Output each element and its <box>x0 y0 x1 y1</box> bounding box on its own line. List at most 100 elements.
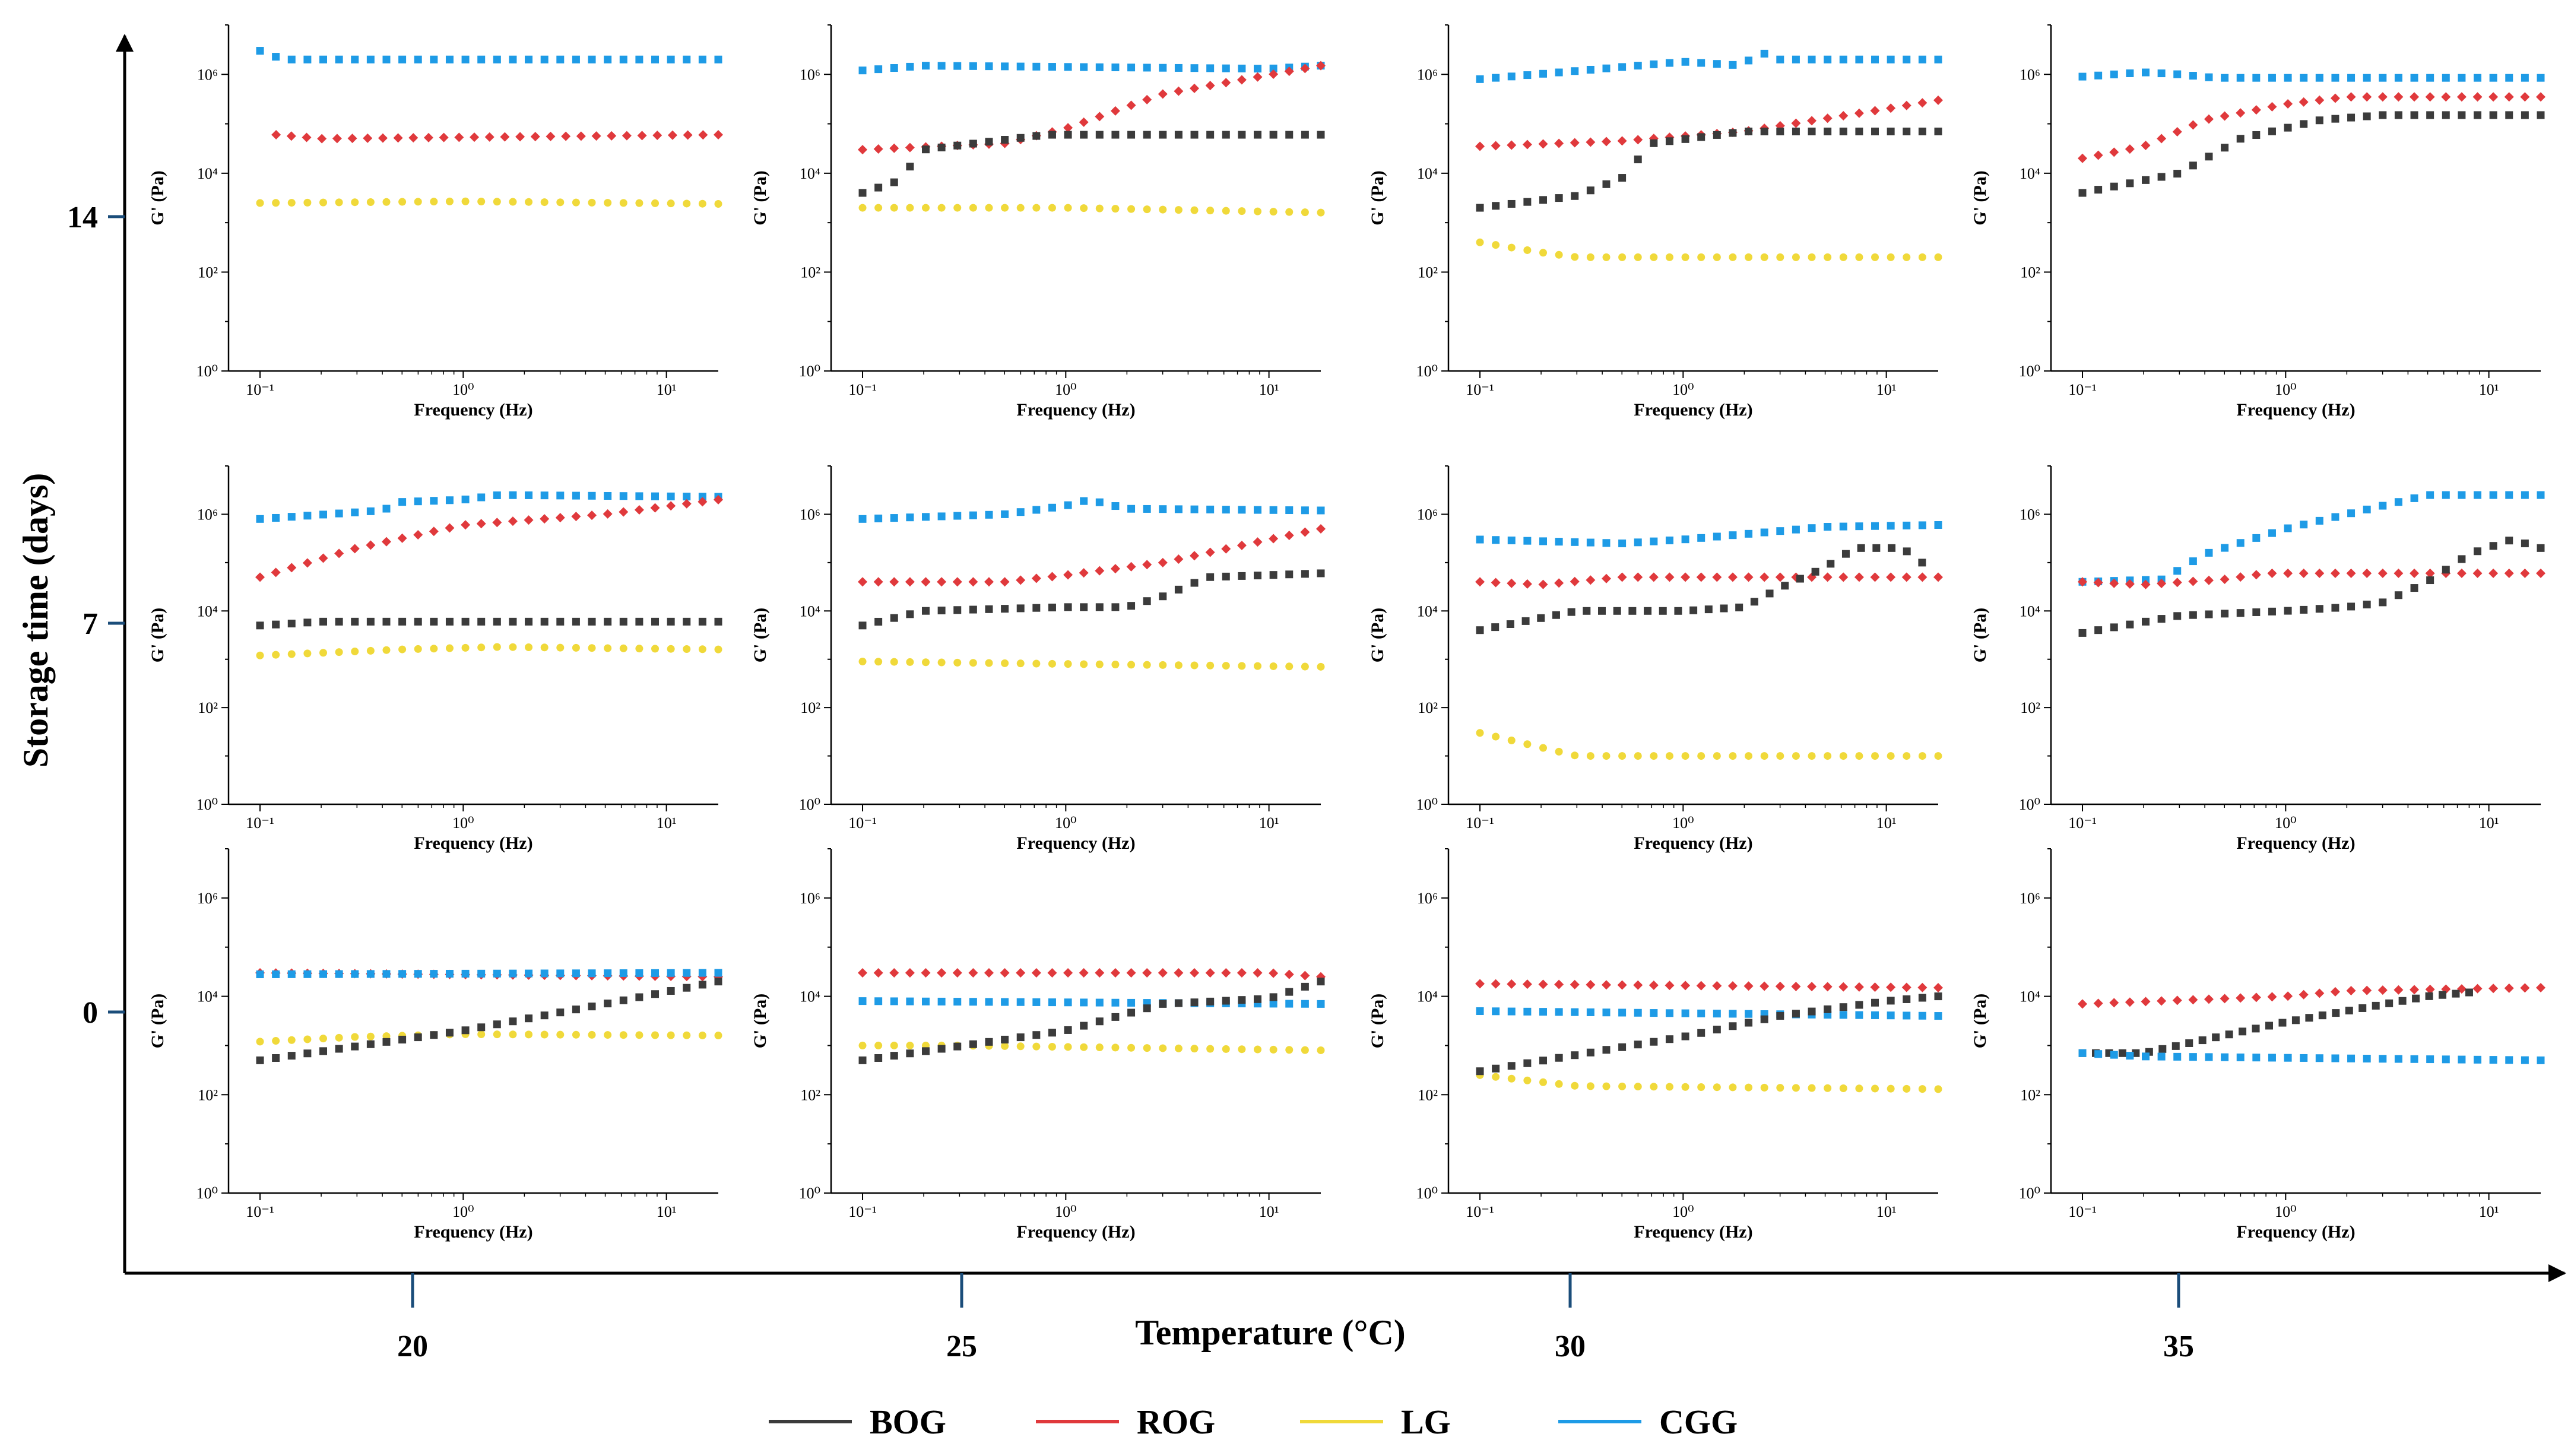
data-point <box>1857 544 1865 552</box>
data-point <box>1143 505 1151 513</box>
data-point <box>1727 981 1738 991</box>
data-point <box>2537 491 2545 499</box>
data-point <box>1285 988 1294 996</box>
panel-t25-d0: 10⁰ 10² 10⁴ 10⁶ 10⁻¹ 10⁰ 10¹ Frequency (Hz) G' (… <box>750 848 1326 1242</box>
data-point <box>922 513 930 521</box>
series-rog <box>1475 95 1943 151</box>
data-point <box>1918 1085 1926 1093</box>
data-point <box>2465 988 2473 997</box>
panel-t30-d14: 10⁰ 10² 10⁴ 10⁶ 10⁻¹ 10⁰ 10¹ Frequency (Hz) G' (… <box>1368 24 1943 420</box>
data-point <box>2347 1054 2356 1062</box>
y-tick-label: 10⁴ <box>197 988 218 1005</box>
data-point <box>1855 1084 1863 1093</box>
data-point <box>2472 92 2483 102</box>
data-point <box>2456 92 2467 102</box>
data-point <box>2300 521 2308 529</box>
data-point <box>2489 1056 2497 1064</box>
data-point <box>953 62 962 70</box>
data-point <box>651 990 660 998</box>
x-tick-label: 10⁰ <box>2275 381 2296 398</box>
y-tick-label: 10⁴ <box>2020 602 2040 620</box>
data-point <box>1918 559 1926 567</box>
data-point <box>873 968 883 978</box>
data-point <box>1522 979 1532 989</box>
data-point <box>1080 998 1088 1007</box>
data-point <box>1143 1004 1151 1013</box>
data-point <box>1822 982 1833 992</box>
data-point <box>1159 592 1167 601</box>
data-point <box>1301 208 1309 217</box>
data-point <box>1681 253 1689 261</box>
data-point <box>398 645 407 654</box>
data-point <box>1190 1045 1199 1053</box>
data-point <box>1650 60 1658 68</box>
data-point <box>1750 598 1758 606</box>
data-point <box>1064 1043 1072 1051</box>
data-point <box>414 970 422 978</box>
data-point <box>1285 1000 1294 1008</box>
data-point <box>906 610 914 618</box>
data-point <box>1064 204 1072 212</box>
data-point <box>1206 661 1215 670</box>
data-point <box>922 145 930 154</box>
data-point <box>319 617 328 626</box>
data-point <box>1903 547 1911 556</box>
data-point <box>1269 208 1277 216</box>
data-point <box>303 970 312 978</box>
data-point <box>1681 572 1691 582</box>
data-point <box>1064 660 1072 668</box>
data-point <box>1222 131 1230 139</box>
data-point <box>2189 557 2197 566</box>
data-point <box>1142 968 1152 978</box>
data-point <box>1110 106 1120 116</box>
data-point <box>1917 98 1928 108</box>
data-point <box>714 55 722 64</box>
data-point <box>515 132 525 142</box>
data-point <box>1159 131 1167 139</box>
series-cgg <box>2078 68 2545 82</box>
data-point <box>922 607 930 615</box>
data-point <box>1776 253 1784 261</box>
data-point <box>1031 573 1041 583</box>
data-point <box>1650 1038 1658 1046</box>
data-point <box>1032 1031 1041 1039</box>
data-point <box>2412 994 2420 1003</box>
data-point <box>858 997 867 1005</box>
data-point <box>319 198 328 207</box>
data-point <box>2347 113 2356 122</box>
x-axis-label: Frequency (Hz) <box>2236 400 2355 420</box>
data-point <box>540 1011 549 1020</box>
data-point <box>1001 998 1009 1006</box>
data-point <box>604 969 612 978</box>
data-point <box>1659 607 1667 615</box>
data-point <box>874 514 883 522</box>
data-point <box>2315 516 2323 525</box>
data-point <box>985 1038 993 1046</box>
data-point <box>1206 505 1215 513</box>
data-point <box>1206 573 1215 581</box>
data-point <box>1602 752 1611 760</box>
data-point <box>1143 1044 1151 1052</box>
data-point <box>445 496 454 505</box>
data-point <box>2537 1056 2545 1064</box>
data-point <box>319 510 328 519</box>
data-point <box>335 198 343 207</box>
series-lg <box>1476 1071 1942 1093</box>
data-point <box>2251 105 2261 115</box>
series-bog <box>1476 544 1926 635</box>
data-point <box>985 998 993 1006</box>
data-point <box>1903 521 1911 529</box>
data-point <box>1237 75 1247 85</box>
data-point <box>1317 1046 1325 1054</box>
data-point <box>652 131 662 141</box>
data-point <box>556 617 565 626</box>
data-point <box>1618 539 1627 547</box>
data-point <box>1127 64 1136 72</box>
data-point <box>1552 611 1560 619</box>
data-point <box>2278 1019 2287 1027</box>
data-point <box>2267 101 2277 112</box>
data-point <box>952 577 962 587</box>
data-point <box>540 514 550 524</box>
data-point <box>2442 491 2450 499</box>
data-point <box>1206 207 1215 215</box>
